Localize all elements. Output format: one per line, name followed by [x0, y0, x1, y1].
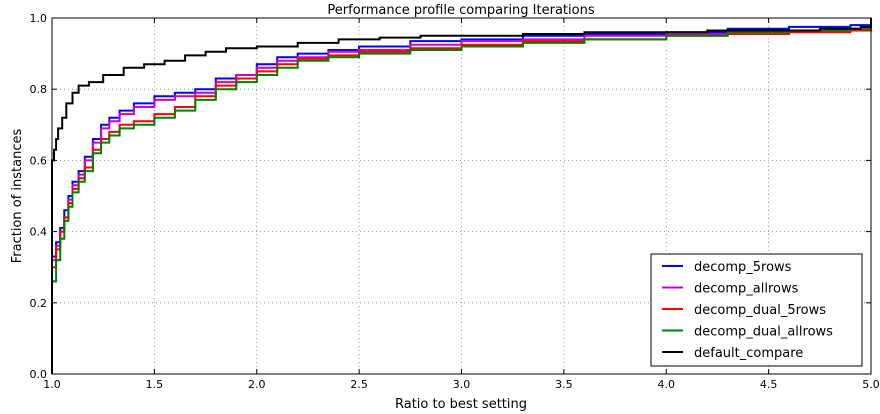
series-line-default-compare: [51, 18, 872, 374]
series-line-decomp-allrows: [52, 26, 872, 262]
x-tick-label: 1.0: [43, 378, 61, 391]
x-tick-label: 4.5: [760, 378, 778, 391]
x-tick-label: 2.0: [248, 378, 266, 391]
series-line-decomp-dual-allrows: [52, 26, 872, 283]
x-tick-label: 4.0: [658, 378, 676, 391]
legend: decomp_5rows decomp_allrows decomp_dual_5r…: [650, 253, 863, 367]
y-tick-label: 0.0: [30, 368, 48, 381]
y-tick-label: 0.8: [30, 83, 48, 96]
legend-label: default_compare: [694, 346, 803, 361]
legend-label: decomp_dual_allrows: [694, 325, 833, 340]
y-axis-label: Fraction of instances: [10, 129, 25, 264]
y-tick-label: 0.2: [30, 297, 48, 310]
x-tick-label: 3.0: [453, 378, 471, 391]
y-tick-label: 0.4: [30, 226, 48, 239]
legend-label: decomp_dual_5rows: [694, 303, 826, 318]
x-tick-label: 5.0: [862, 378, 880, 391]
x-axis-label: Ratio to best setting: [395, 397, 527, 412]
axis-ticks: 1.0 1.5 2.0 2.5 3.0 3.5 4.0 4.5 5.0 0.0 0.2 0.4 0.6 0…: [30, 12, 880, 391]
legend-label: decomp_5rows: [694, 260, 792, 275]
x-tick-label: 3.5: [555, 378, 573, 391]
legend-box: [650, 253, 863, 367]
legend-label: decomp_allrows: [694, 282, 799, 297]
x-tick-label: 1.5: [146, 378, 164, 391]
y-tick-label: 0.6: [30, 154, 48, 167]
chart-title: Performance profile comparing Iterations: [327, 3, 594, 18]
y-tick-label: 1.0: [30, 12, 48, 25]
x-tick-label: 2.5: [350, 378, 368, 391]
series-lines: [51, 18, 872, 374]
